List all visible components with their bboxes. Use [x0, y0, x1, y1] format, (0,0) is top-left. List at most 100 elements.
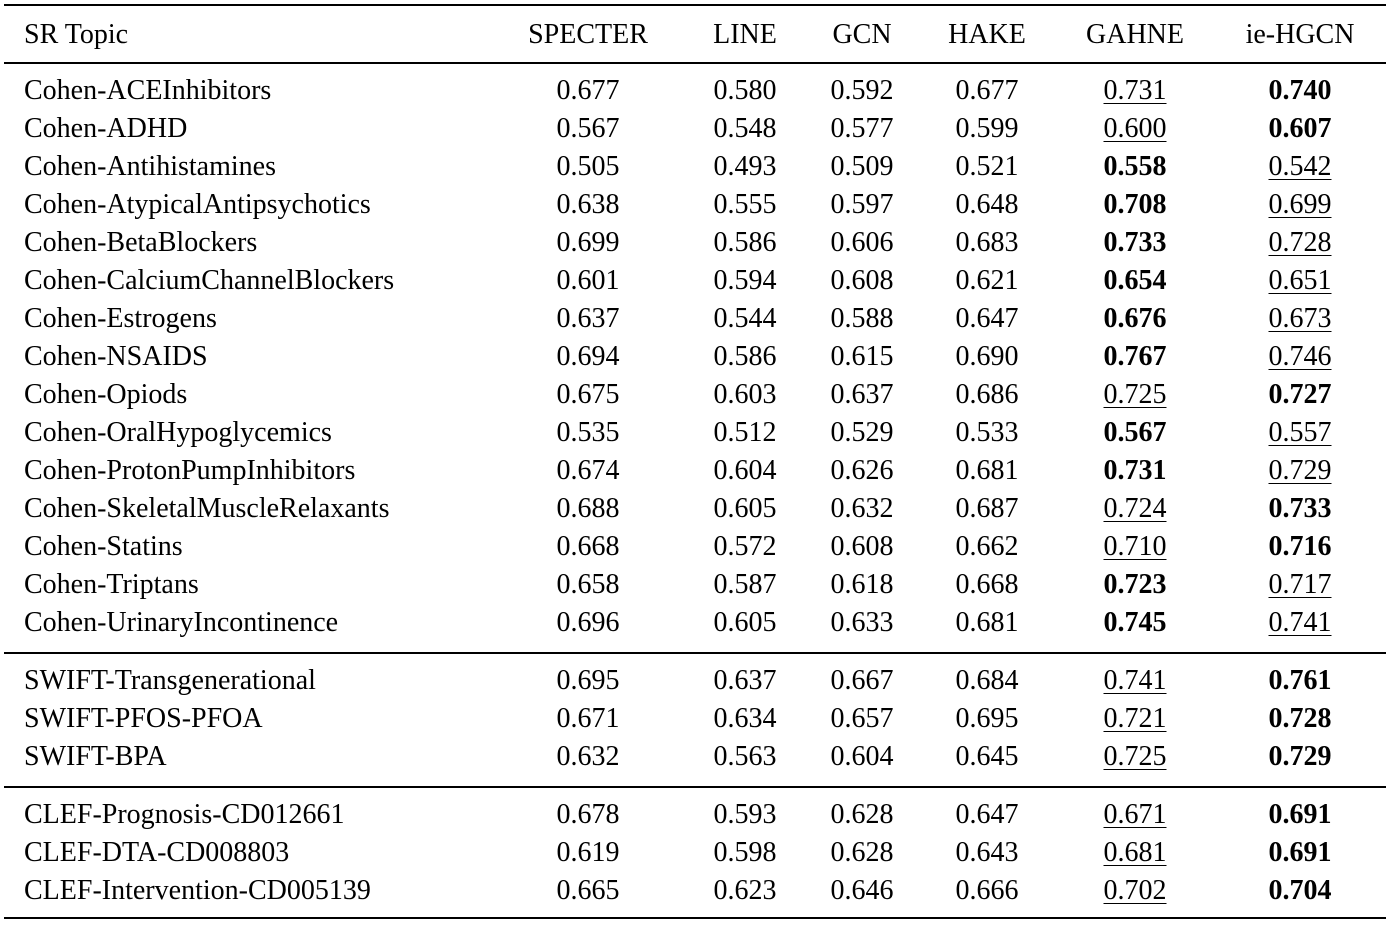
topic-cell: Cohen-Opiods — [24, 379, 188, 410]
score-cell: 0.548 — [713, 113, 777, 144]
score-cell: 0.597 — [830, 189, 894, 220]
score-cell: 0.741 — [1268, 607, 1332, 638]
score-cell: 0.648 — [955, 189, 1019, 220]
score-cell: 0.733 — [1268, 493, 1332, 524]
score-cell: 0.533 — [955, 417, 1019, 448]
score-cell: 0.628 — [830, 799, 894, 830]
score-cell: 0.658 — [556, 569, 620, 600]
score-cell: 0.605 — [713, 493, 777, 524]
score-cell: 0.643 — [955, 837, 1019, 868]
topic-cell: CLEF-Prognosis-CD012661 — [24, 799, 345, 830]
topic-cell: Cohen-SkeletalMuscleRelaxants — [24, 493, 390, 524]
score-cell: 0.603 — [713, 379, 777, 410]
score-cell: 0.512 — [713, 417, 777, 448]
topic-cell: Cohen-Estrogens — [24, 303, 217, 334]
score-cell: 0.681 — [955, 607, 1019, 638]
score-cell: 0.696 — [556, 607, 620, 638]
score-cell: 0.687 — [955, 493, 1019, 524]
score-cell: 0.683 — [955, 227, 1019, 258]
score-cell: 0.686 — [955, 379, 1019, 410]
score-cell: 0.608 — [830, 265, 894, 296]
score-cell: 0.671 — [1103, 799, 1167, 830]
score-cell: 0.493 — [713, 151, 777, 182]
score-cell: 0.723 — [1103, 569, 1167, 600]
score-cell: 0.535 — [556, 417, 620, 448]
score-cell: 0.542 — [1268, 151, 1332, 182]
score-cell: 0.632 — [556, 741, 620, 772]
score-cell: 0.716 — [1268, 531, 1332, 562]
score-cell: 0.688 — [556, 493, 620, 524]
score-cell: 0.572 — [713, 531, 777, 562]
score-cell: 0.509 — [830, 151, 894, 182]
topic-cell: SWIFT-BPA — [24, 741, 167, 772]
score-cell: 0.626 — [830, 455, 894, 486]
score-cell: 0.724 — [1103, 493, 1167, 524]
score-cell: 0.704 — [1268, 875, 1332, 906]
topic-cell: CLEF-Intervention-CD005139 — [24, 875, 371, 906]
topic-cell: Cohen-ProtonPumpInhibitors — [24, 455, 356, 486]
score-cell: 0.681 — [1103, 837, 1167, 868]
score-cell: 0.654 — [1103, 265, 1167, 296]
score-cell: 0.761 — [1268, 665, 1332, 696]
score-cell: 0.599 — [955, 113, 1019, 144]
topic-cell: Cohen-BetaBlockers — [24, 227, 258, 258]
score-cell: 0.684 — [955, 665, 1019, 696]
score-cell: 0.717 — [1268, 569, 1332, 600]
score-cell: 0.678 — [556, 799, 620, 830]
score-cell: 0.694 — [556, 341, 620, 372]
score-cell: 0.586 — [713, 227, 777, 258]
score-cell: 0.558 — [1103, 151, 1167, 182]
score-cell: 0.604 — [830, 741, 894, 772]
score-cell: 0.647 — [955, 303, 1019, 334]
score-cell: 0.638 — [556, 189, 620, 220]
group-rule — [4, 652, 1386, 654]
score-cell: 0.651 — [1268, 265, 1332, 296]
topic-cell: Cohen-NSAIDS — [24, 341, 208, 372]
topic-cell: SWIFT-Transgenerational — [24, 665, 316, 696]
score-cell: 0.691 — [1268, 799, 1332, 830]
score-cell: 0.567 — [556, 113, 620, 144]
score-cell: 0.637 — [556, 303, 620, 334]
score-cell: 0.731 — [1103, 75, 1167, 106]
score-cell: 0.615 — [830, 341, 894, 372]
score-cell: 0.741 — [1103, 665, 1167, 696]
column-header: SPECTER — [528, 19, 648, 50]
score-cell: 0.628 — [830, 837, 894, 868]
score-cell: 0.521 — [955, 151, 1019, 182]
score-cell: 0.668 — [955, 569, 1019, 600]
score-cell: 0.668 — [556, 531, 620, 562]
score-cell: 0.662 — [955, 531, 1019, 562]
score-cell: 0.767 — [1103, 341, 1167, 372]
score-cell: 0.710 — [1103, 531, 1167, 562]
topic-cell: Cohen-CalciumChannelBlockers — [24, 265, 395, 296]
score-cell: 0.623 — [713, 875, 777, 906]
score-cell: 0.592 — [830, 75, 894, 106]
score-cell: 0.637 — [713, 665, 777, 696]
score-cell: 0.677 — [556, 75, 620, 106]
score-cell: 0.691 — [1268, 837, 1332, 868]
topic-cell: SWIFT-PFOS-PFOA — [24, 703, 263, 734]
score-cell: 0.605 — [713, 607, 777, 638]
score-cell: 0.727 — [1268, 379, 1332, 410]
score-cell: 0.725 — [1103, 379, 1167, 410]
topic-cell: Cohen-ADHD — [24, 113, 188, 144]
topic-cell: Cohen-Statins — [24, 531, 183, 562]
score-cell: 0.587 — [713, 569, 777, 600]
score-cell: 0.586 — [713, 341, 777, 372]
score-cell: 0.618 — [830, 569, 894, 600]
score-cell: 0.646 — [830, 875, 894, 906]
score-cell: 0.606 — [830, 227, 894, 258]
topic-cell: Cohen-ACEInhibitors — [24, 75, 272, 106]
score-cell: 0.745 — [1103, 607, 1167, 638]
score-cell: 0.731 — [1103, 455, 1167, 486]
score-cell: 0.577 — [830, 113, 894, 144]
score-cell: 0.728 — [1268, 227, 1332, 258]
score-cell: 0.619 — [556, 837, 620, 868]
score-cell: 0.563 — [713, 741, 777, 772]
score-cell: 0.607 — [1268, 113, 1332, 144]
score-cell: 0.632 — [830, 493, 894, 524]
score-cell: 0.728 — [1268, 703, 1332, 734]
score-cell: 0.637 — [830, 379, 894, 410]
score-cell: 0.529 — [830, 417, 894, 448]
bottom-rule — [4, 917, 1386, 919]
